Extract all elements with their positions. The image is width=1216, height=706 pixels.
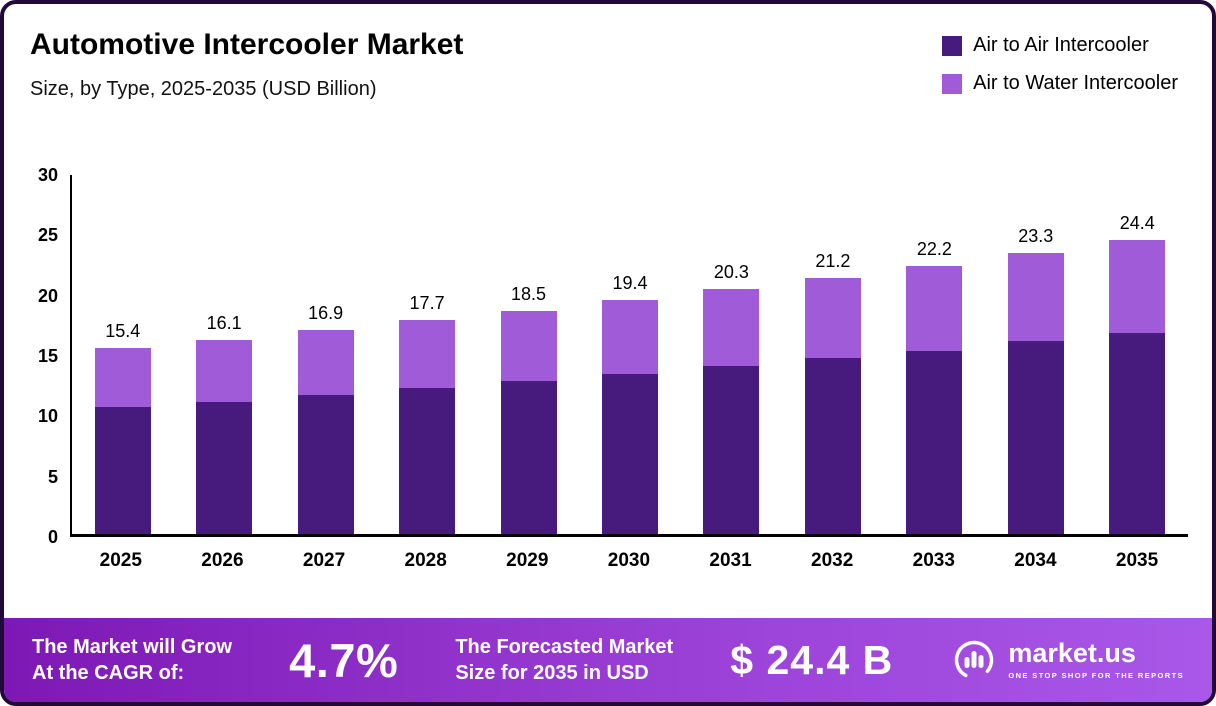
bar-group-2031: 20.3	[695, 262, 767, 534]
x-axis-label: 2032	[811, 550, 854, 571]
x-axis-label: 2031	[709, 550, 752, 571]
page-subtitle: Size, by Type, 2025-2035 (USD Billion)	[30, 78, 377, 100]
chart-area: 0 5 10 15 20 25 30 15.4 16.1 16.9 17.7 18.5 19.4 20.…	[18, 165, 1188, 572]
bar-group-2032: 21.2	[797, 251, 869, 534]
y-axis: 0 5 10 15 20 25 30	[18, 165, 70, 547]
header: Automotive Intercooler Market Size, by T…	[4, 4, 1212, 101]
bar-total-label: 19.4	[612, 272, 648, 293]
bar-group-2026: 16.1	[188, 313, 260, 534]
x-axis-label: 2028	[404, 550, 447, 571]
y-axis-tick-label: 5	[47, 466, 58, 487]
bar-total-label: 24.4	[1119, 212, 1155, 233]
brand-name: market.us	[1008, 638, 1136, 668]
bar-segment-air-to-water	[196, 339, 253, 403]
legend-swatch-air-to-air	[942, 35, 963, 56]
cagr-caption: The Market will Grow At the CAGR of:	[32, 634, 232, 686]
y-axis-tick-label: 25	[37, 225, 58, 246]
bar-segment-air-to-water	[399, 320, 456, 388]
legend-label: Air to Air Intercooler	[973, 34, 1149, 56]
bar-total-label: 18.5	[511, 283, 547, 304]
bar-total-label: 16.9	[308, 303, 344, 324]
plot-area: 15.4 16.1 16.9 17.7 18.5 19.4 20.3 21.2 22.2 23.3…	[70, 175, 1188, 537]
bar-total-label: 17.7	[409, 293, 445, 314]
bar-segment-air-to-air	[297, 395, 354, 534]
forecast-value: $ 24.4 B	[730, 636, 894, 683]
bar-segment-air-to-water	[1007, 252, 1064, 341]
x-axis-label: 2026	[201, 550, 244, 571]
y-axis-tick-label: 20	[37, 285, 58, 306]
brand-text: market.us ONE STOP SHOP FOR THE REPORTS	[1008, 638, 1184, 681]
bar-total-label: 15.4	[105, 321, 141, 342]
cagr-value: 4.7%	[289, 633, 399, 687]
y-axis-tick-label: 0	[47, 527, 58, 547]
brand-tagline: ONE STOP SHOP FOR THE REPORTS	[1008, 671, 1184, 680]
cagr-caption-line2: At the CAGR of:	[32, 662, 185, 684]
bar-segment-air-to-air	[399, 388, 456, 534]
bar-group-2027: 16.9	[290, 303, 362, 534]
bar-segment-air-to-water	[601, 299, 658, 374]
bar-segment-air-to-air	[601, 373, 658, 534]
page-title: Automotive Intercooler Market	[30, 28, 464, 61]
bar-segment-air-to-water	[94, 348, 151, 408]
bar-segment-air-to-air	[906, 350, 963, 534]
x-axis-label: 2027	[302, 550, 346, 571]
bar-segment-air-to-water	[804, 278, 861, 358]
bar-total-label: 20.3	[713, 262, 749, 283]
bar-segment-air-to-air	[703, 366, 760, 534]
bar-group-2033: 22.2	[898, 239, 970, 534]
bar-segment-air-to-water	[297, 330, 354, 396]
x-axis-label: 2034	[1014, 550, 1057, 571]
legend-item-air-to-air: Air to Air Intercooler	[942, 34, 1178, 57]
plot-column: 15.4 16.1 16.9 17.7 18.5 19.4 20.3 21.2 22.2 23.3…	[70, 175, 1188, 572]
bar-total-label: 16.1	[206, 312, 242, 333]
x-axis-labels: 2025 2026 2027 2028 2029 2030 2031 2032 2033 2034…	[70, 550, 1188, 572]
x-axis-label: 2029	[506, 550, 549, 571]
bar-segment-air-to-water	[703, 289, 760, 367]
bar-group-2030: 19.4	[594, 273, 666, 534]
footer-banner: The Market will Grow At the CAGR of: 4.7…	[4, 618, 1212, 702]
bar-segment-air-to-water	[500, 310, 557, 381]
bar-segment-air-to-water	[906, 266, 963, 351]
y-axis-tick-label: 30	[37, 165, 58, 185]
title-block: Automotive Intercooler Market Size, by T…	[30, 28, 463, 101]
forecast-caption-line1: The Forecasted Market	[455, 636, 674, 658]
forecast-caption: The Forecasted Market Size for 2035 in U…	[455, 634, 673, 686]
marketus-logo-icon	[955, 640, 994, 680]
y-axis-tick-label: 15	[37, 346, 58, 366]
bar-segment-air-to-air	[196, 402, 253, 534]
bar-total-label: 22.2	[916, 239, 952, 260]
x-axis-label: 2033	[912, 550, 955, 571]
x-axis-label: 2035	[1115, 550, 1159, 571]
bar-group-2028: 17.7	[391, 293, 463, 534]
bar-group-2025: 15.4	[87, 321, 159, 534]
cagr-caption-line1: The Market will Grow	[32, 636, 233, 658]
bar-group-2035: 24.4	[1101, 213, 1173, 534]
forecast-caption-line2: Size for 2035 in USD	[455, 662, 649, 684]
bar-total-label: 21.2	[815, 251, 851, 272]
bar-group-2029: 18.5	[493, 284, 565, 534]
chart-legend: Air to Air Intercooler Air to Water Inte…	[942, 28, 1178, 101]
bar-segment-air-to-air	[1007, 340, 1064, 534]
x-axis-label: 2025	[99, 550, 142, 571]
legend-swatch-air-to-water	[942, 73, 963, 94]
y-axis-tick-label: 10	[37, 406, 58, 427]
bar-segment-air-to-air	[1109, 332, 1166, 534]
legend-label: Air to Water Intercooler	[973, 72, 1178, 94]
bar-segment-air-to-air	[94, 407, 151, 534]
bar-segment-air-to-water	[1109, 239, 1166, 333]
brand-logo: market.us ONE STOP SHOP FOR THE REPORTS	[950, 636, 1184, 684]
bar-total-label: 23.3	[1018, 225, 1054, 246]
bar-segment-air-to-air	[804, 357, 861, 534]
x-axis-label: 2030	[607, 550, 651, 571]
bar-segment-air-to-air	[500, 380, 557, 534]
legend-item-air-to-water: Air to Water Intercooler	[942, 72, 1178, 95]
bar-group-2034: 23.3	[1000, 226, 1072, 534]
